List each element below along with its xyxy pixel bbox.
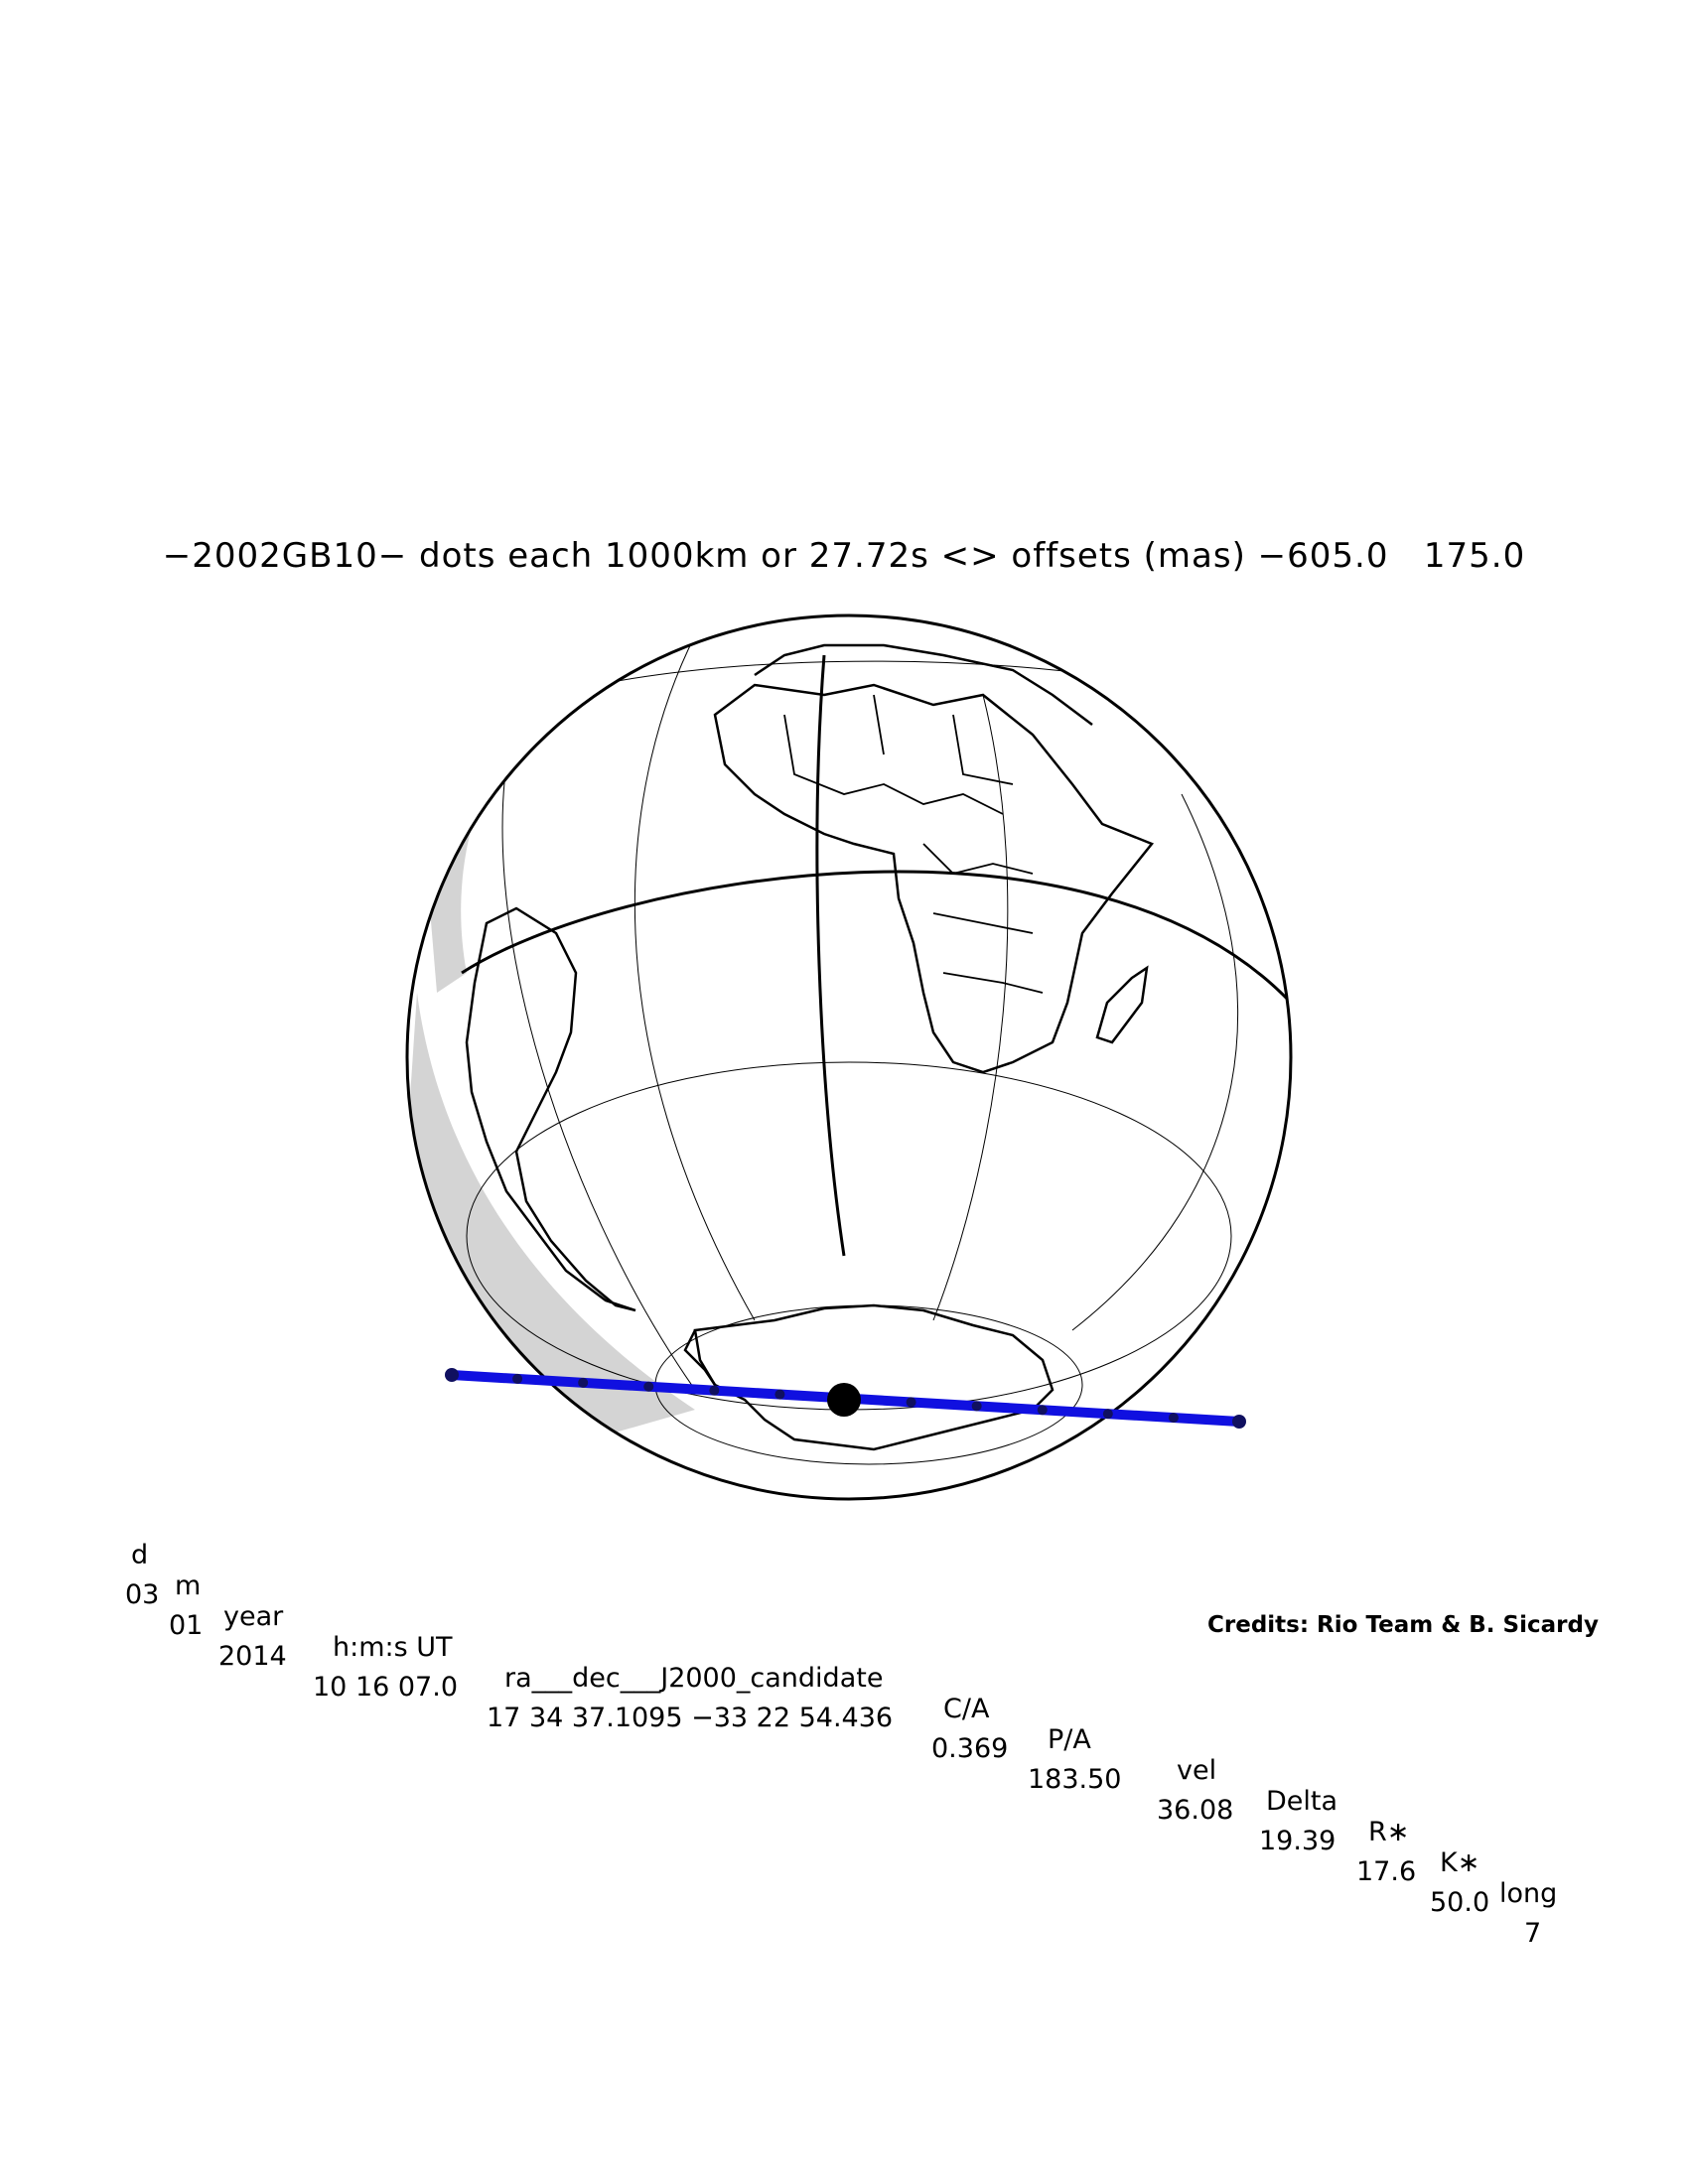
- meridian-line: [501, 714, 696, 1391]
- meridian-line: [633, 634, 756, 1321]
- track-dot: [1102, 1409, 1113, 1420]
- plot-title: −2002GB10− dots each 1000km or 27.72s <>…: [162, 536, 1526, 576]
- credits: Credits: Rio Team & B. Sicardy: [1207, 1612, 1599, 1638]
- header-coords: ra___dec___J2000_candidate: [504, 1663, 884, 1694]
- value-rstar: 17.6: [1356, 1856, 1417, 1887]
- track-dot: [512, 1373, 523, 1384]
- africa-outline: [713, 683, 1155, 1074]
- header-time: h:m:s UT: [333, 1632, 453, 1663]
- header-long: long: [1499, 1878, 1558, 1909]
- equator-line: [461, 870, 1291, 1005]
- south-america-outline: [465, 906, 636, 1312]
- value-vel: 36.08: [1157, 1795, 1234, 1826]
- closest-approach-dot: [827, 1383, 861, 1417]
- header-delta: Delta: [1266, 1786, 1338, 1817]
- track-dot: [643, 1381, 654, 1392]
- track-dot: [578, 1377, 589, 1388]
- header-pa: P/A: [1048, 1724, 1091, 1755]
- value-delta: 19.39: [1259, 1826, 1336, 1856]
- value-time: 10 16 07.0: [313, 1672, 458, 1703]
- header-ca: C/A: [943, 1694, 990, 1724]
- meridian-line: [932, 694, 1009, 1321]
- track-dot: [445, 1368, 459, 1382]
- track-dot: [971, 1401, 982, 1412]
- value-pa: 183.50: [1028, 1764, 1122, 1795]
- header-d: d: [131, 1540, 149, 1570]
- madagascar-outline: [1095, 965, 1149, 1044]
- antarctic-peninsula-outline: [683, 1329, 717, 1386]
- country-borders: [783, 694, 1044, 994]
- meridian-line: [1071, 793, 1239, 1331]
- value-d: 03: [125, 1579, 160, 1610]
- track-dot: [1232, 1415, 1246, 1429]
- table-value-row: 03 01 2014 10 16 07.0 17 34 37.1095 −33 …: [125, 1549, 1541, 1979]
- header-vel: vel: [1177, 1755, 1217, 1786]
- parallel-line: [654, 1304, 1083, 1465]
- central-meridian: [815, 654, 846, 1257]
- value-kstar: 50.0: [1430, 1887, 1490, 1918]
- value-coords: 17 34 37.1095 −33 22 54.436: [487, 1703, 894, 1733]
- europe-outline: [754, 643, 1093, 726]
- track-dot: [709, 1385, 720, 1396]
- globe-outline: [405, 614, 1293, 1501]
- track-dot: [1168, 1413, 1179, 1424]
- value-m: 01: [169, 1610, 204, 1641]
- antarctica-outline: [693, 1303, 1055, 1451]
- table-header-row: d m year h:m:s UT ra___dec___J2000_candi…: [129, 1509, 1557, 1940]
- track-dot: [906, 1397, 916, 1408]
- header-rstar: R∗: [1368, 1817, 1410, 1847]
- value-long: 7: [1524, 1918, 1542, 1949]
- night-shade-upper: [427, 754, 501, 993]
- header-year: year: [223, 1601, 284, 1632]
- header-m: m: [175, 1570, 202, 1601]
- track-dot: [774, 1389, 785, 1400]
- value-year: 2014: [218, 1641, 287, 1672]
- parallel-line: [555, 660, 1212, 696]
- shadow-path-dots: [445, 1368, 1246, 1429]
- header-kstar: K∗: [1440, 1847, 1480, 1878]
- track-dot: [1037, 1405, 1048, 1416]
- value-ca: 0.369: [931, 1733, 1009, 1764]
